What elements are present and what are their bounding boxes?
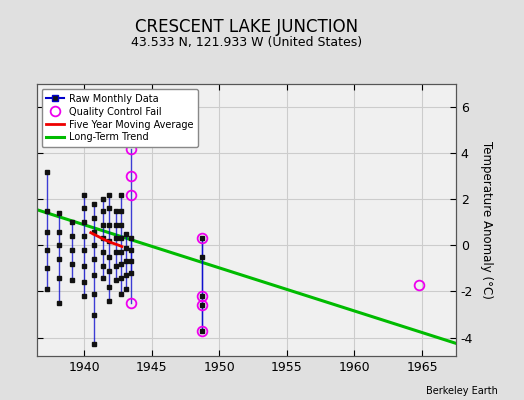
Text: 43.533 N, 121.933 W (United States): 43.533 N, 121.933 W (United States) <box>130 36 362 49</box>
Y-axis label: Temperature Anomaly (°C): Temperature Anomaly (°C) <box>479 141 493 299</box>
Legend: Raw Monthly Data, Quality Control Fail, Five Year Moving Average, Long-Term Tren: Raw Monthly Data, Quality Control Fail, … <box>41 89 198 147</box>
Text: Berkeley Earth: Berkeley Earth <box>426 386 498 396</box>
Text: CRESCENT LAKE JUNCTION: CRESCENT LAKE JUNCTION <box>135 18 358 36</box>
